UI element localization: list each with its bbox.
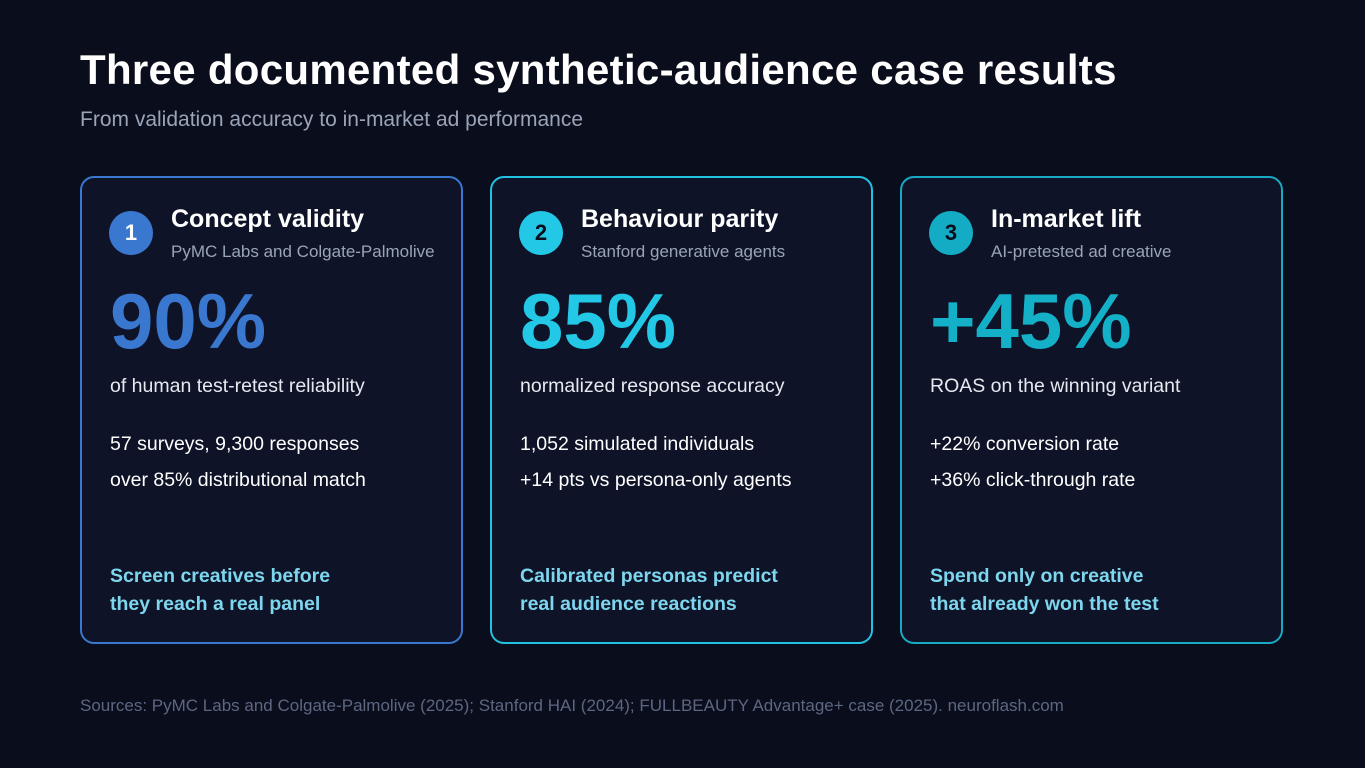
step-number: 2 [519, 211, 563, 255]
card: 3 In-market lift AI-pretested ad creative +… [900, 176, 1283, 644]
card-heading: In-market lift [991, 205, 1142, 233]
takeaway-line: Screen creatives before [110, 565, 331, 587]
card-source: Stanford generative agents [581, 242, 786, 261]
step-number: 1 [109, 211, 153, 255]
card-heading: Concept validity [171, 205, 365, 233]
stat-label: normalized response accuracy [520, 375, 785, 397]
takeaway-line: Calibrated personas predict [520, 565, 778, 587]
subtitle: From validation accuracy to in-market ad… [80, 108, 584, 131]
takeaway-line: Spend only on creative [930, 565, 1144, 587]
takeaway-line: that already won the test [930, 593, 1159, 615]
sources: Sources: PyMC Labs and Colgate-Palmolive… [80, 696, 1064, 715]
title: Three documented synthetic-audience case… [80, 46, 1117, 93]
detail-line: +22% conversion rate [930, 433, 1120, 455]
detail-line: +36% click-through rate [930, 469, 1136, 491]
stat-value: 90% [110, 277, 267, 365]
card-heading: Behaviour parity [581, 205, 779, 233]
detail-line: over 85% distributional match [110, 469, 366, 491]
detail-line: 1,052 simulated individuals [520, 433, 755, 455]
stat-label: of human test-retest reliability [110, 375, 365, 397]
card-source: AI-pretested ad creative [991, 242, 1172, 261]
stat-label: ROAS on the winning variant [930, 375, 1181, 397]
detail-line: 57 surveys, 9,300 responses [110, 433, 360, 455]
card-source: PyMC Labs and Colgate-Palmolive [171, 242, 435, 261]
stat-value: 85% [520, 277, 677, 365]
stat-value: +45% [930, 277, 1132, 365]
detail-line: +14 pts vs persona-only agents [520, 469, 792, 491]
step-number: 3 [929, 211, 973, 255]
card: 1 Concept validity PyMC Labs and Colgate-P… [80, 176, 463, 644]
takeaway-line: they reach a real panel [110, 593, 321, 615]
takeaway-line: real audience reactions [520, 593, 737, 615]
card: 2 Behaviour parity Stanford generative age… [490, 176, 873, 644]
